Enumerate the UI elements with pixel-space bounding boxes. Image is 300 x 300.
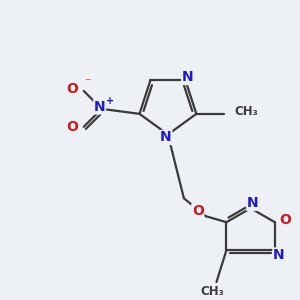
Text: N: N [273,248,285,262]
Text: O: O [192,204,204,218]
Text: CH₃: CH₃ [234,105,258,119]
Text: N: N [160,130,172,145]
Text: O: O [66,120,78,134]
Text: +: + [106,96,114,106]
Text: CH₃: CH₃ [201,285,224,298]
Text: N: N [94,100,106,114]
Text: O: O [66,82,78,96]
Text: N: N [182,70,193,84]
Text: O: O [279,213,291,227]
Text: N: N [247,196,258,210]
Text: ⁻: ⁻ [84,76,91,89]
